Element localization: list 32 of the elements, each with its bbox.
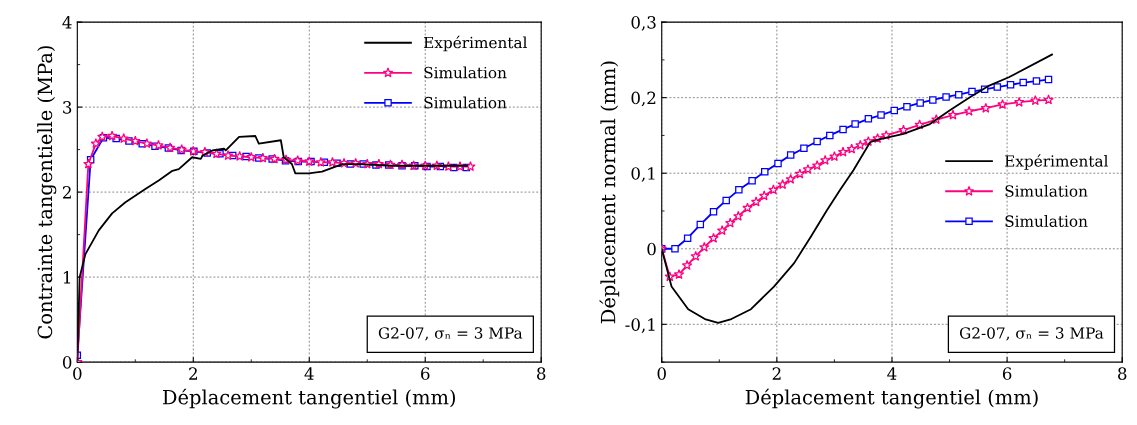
y-axis-title: Contrainte tangentielle (MPa): [37, 46, 57, 339]
y-tick-label: 3: [63, 101, 72, 114]
y-tick-label: -0,1: [625, 318, 655, 333]
y-tick-label: 0,3: [631, 16, 656, 31]
y-tick-label: 0: [62, 356, 72, 369]
x-tick-label: 8: [1118, 367, 1127, 380]
x-tick-label: 8: [537, 367, 546, 380]
legend-label: Simulation: [424, 96, 507, 109]
y-axis-title: Déplacement normal (mm): [599, 61, 620, 324]
x-tick-label: 4: [304, 367, 314, 380]
legend-label: Expérimental: [424, 35, 527, 52]
x-tick-label: 2: [772, 367, 781, 380]
y-tick-label: 1: [63, 271, 71, 284]
legend-label: Simulation: [424, 66, 507, 79]
y-tick-label: 0,1: [631, 167, 655, 182]
y-tick-label: 2: [62, 186, 71, 199]
annotation: G2-07, σₙ = 3 MPa: [378, 327, 523, 341]
y-tick-label: 0: [647, 242, 656, 256]
x-tick-label: 0: [657, 367, 666, 380]
legend-label: Simulation: [1005, 215, 1088, 227]
x-axis-title: Déplacement tangentiel (mm): [745, 388, 1038, 409]
x-tick-label: 6: [421, 367, 430, 380]
x-tick-label: 6: [1002, 367, 1012, 380]
x-tick-label: 0: [73, 367, 82, 380]
legend-label: Expérimental: [1005, 154, 1109, 170]
x-tick-label: 4: [887, 367, 897, 380]
x-tick-label: 2: [189, 367, 197, 380]
y-tick-label: 0,2: [631, 91, 656, 107]
legend-label: Simulation: [1005, 185, 1088, 197]
y-tick-label: 4: [62, 16, 72, 29]
annotation: G2-07, σₙ = 3 MPa: [959, 327, 1104, 341]
x-axis-title: Déplacement tangentiel (mm): [163, 388, 456, 409]
